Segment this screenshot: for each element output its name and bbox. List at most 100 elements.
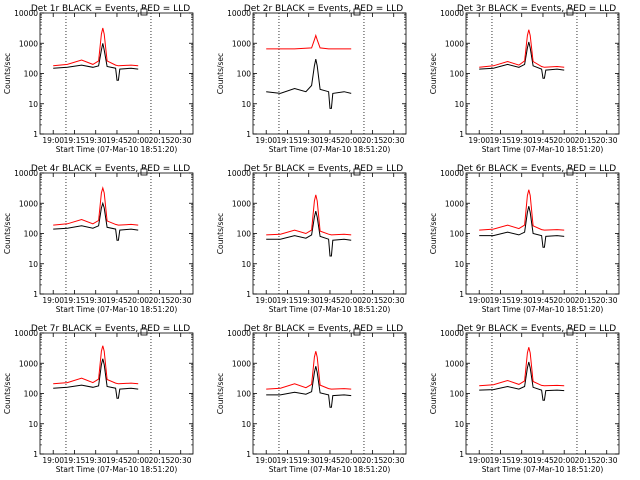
- y-axis-label: Counts/sec: [216, 373, 225, 414]
- series-line-events: [266, 366, 352, 408]
- y-axis-label: Counts/sec: [3, 213, 12, 254]
- y-tick-label: 100: [450, 70, 465, 79]
- series-line-events: [53, 358, 139, 399]
- series-line-lld: [53, 27, 139, 67]
- y-tick-label: 100: [24, 70, 39, 79]
- x-tick-label: 19:45: [319, 296, 341, 305]
- series-line-lld: [479, 347, 565, 387]
- x-tick-label: 19:15: [490, 136, 512, 145]
- series-line-events: [479, 206, 565, 248]
- title-marker-box: [353, 328, 361, 336]
- y-tick-label: 10000: [227, 329, 251, 338]
- y-tick-label: 10000: [440, 9, 464, 18]
- y-tick-label: 10: [28, 100, 38, 109]
- y-tick-label: 1: [246, 130, 251, 139]
- x-tick-label: 19:45: [532, 456, 554, 465]
- x-tick-label: 20:30: [596, 456, 618, 465]
- y-tick-label: 10000: [14, 329, 38, 338]
- y-tick-label: 1000: [445, 359, 464, 368]
- title-marker-box: [566, 328, 574, 336]
- title-marker-box: [353, 8, 361, 16]
- x-axis-label: Start Time (07-Mar-10 18:51:20): [269, 465, 391, 474]
- y-tick-label: 1000: [445, 39, 464, 48]
- x-axis-label: Start Time (07-Mar-10 18:51:20): [482, 305, 604, 314]
- panel-title: Det 6r BLACK = Events, RED = LLD: [457, 164, 616, 174]
- series-line-lld: [479, 29, 565, 68]
- plot-frame: [252, 172, 407, 295]
- series-line-events: [53, 201, 139, 241]
- x-tick-label: 19:30: [511, 296, 533, 305]
- title-marker-box: [140, 168, 148, 176]
- x-axis-label: Start Time (07-Mar-10 18:51:20): [56, 145, 178, 154]
- plot-frame: [252, 12, 407, 135]
- x-tick-label: 19:45: [532, 296, 554, 305]
- y-tick-label: 1: [459, 290, 464, 299]
- y-tick-label: 10: [241, 100, 251, 109]
- panel-title: Det 3r BLACK = Events, RED = LLD: [457, 4, 616, 14]
- x-tick-label: 19:30: [85, 456, 107, 465]
- plot-frame: [465, 172, 620, 295]
- x-tick-label: 20:30: [596, 136, 618, 145]
- x-axis-label: Start Time (07-Mar-10 18:51:20): [269, 305, 391, 314]
- title-marker-box: [566, 168, 574, 176]
- x-tick-label: 20:30: [170, 296, 192, 305]
- y-tick-label: 10000: [227, 9, 251, 18]
- y-tick-label: 1: [33, 450, 38, 459]
- x-tick-label: 20:00: [127, 456, 149, 465]
- x-tick-label: 20:15: [362, 296, 384, 305]
- y-tick-label: 10000: [227, 169, 251, 178]
- y-tick-label: 1000: [232, 39, 251, 48]
- y-tick-label: 10000: [14, 169, 38, 178]
- x-tick-label: 19:30: [511, 136, 533, 145]
- x-tick-label: 19:30: [85, 296, 107, 305]
- panel-title: Det 7r BLACK = Events, RED = LLD: [31, 324, 190, 334]
- x-axis-label: Start Time (07-Mar-10 18:51:20): [56, 305, 178, 314]
- y-axis-label: Counts/sec: [429, 53, 438, 94]
- x-tick-label: 19:15: [277, 136, 299, 145]
- y-tick-label: 10: [28, 420, 38, 429]
- y-tick-label: 1000: [232, 199, 251, 208]
- panel-title: Det 9r BLACK = Events, RED = LLD: [457, 324, 616, 334]
- x-tick-label: 19:00: [42, 456, 64, 465]
- x-axis-label: Start Time (07-Mar-10 18:51:20): [482, 145, 604, 154]
- x-tick-label: 19:15: [490, 296, 512, 305]
- x-tick-label: 19:15: [490, 456, 512, 465]
- y-axis-label: Counts/sec: [3, 53, 12, 94]
- y-tick-label: 10000: [440, 329, 464, 338]
- x-tick-label: 19:45: [532, 136, 554, 145]
- x-tick-label: 20:00: [553, 136, 575, 145]
- series-line-events: [266, 58, 352, 109]
- x-tick-label: 20:00: [340, 456, 362, 465]
- y-axis-label: Counts/sec: [429, 373, 438, 414]
- x-tick-label: 19:15: [277, 456, 299, 465]
- series-line-lld: [479, 189, 565, 231]
- y-tick-label: 1: [459, 450, 464, 459]
- title-marker-box: [566, 8, 574, 16]
- x-tick-label: 19:15: [277, 296, 299, 305]
- series-line-events: [266, 210, 352, 257]
- x-tick-label: 20:30: [383, 136, 405, 145]
- x-tick-label: 20:15: [149, 456, 171, 465]
- x-tick-label: 19:00: [42, 136, 64, 145]
- x-tick-label: 20:15: [149, 296, 171, 305]
- y-tick-label: 10000: [440, 169, 464, 178]
- x-tick-label: 19:30: [298, 296, 320, 305]
- y-tick-label: 100: [24, 390, 39, 399]
- x-tick-label: 20:00: [127, 296, 149, 305]
- plot-frame: [252, 332, 407, 455]
- y-tick-label: 10: [241, 260, 251, 269]
- x-axis-label: Start Time (07-Mar-10 18:51:20): [56, 465, 178, 474]
- y-tick-label: 1000: [19, 359, 38, 368]
- y-tick-label: 1: [246, 290, 251, 299]
- y-axis-label: Counts/sec: [216, 213, 225, 254]
- series-line-lld: [266, 194, 352, 236]
- series-line-lld: [53, 186, 139, 226]
- x-tick-label: 19:00: [468, 136, 490, 145]
- title-marker-box: [140, 328, 148, 336]
- title-marker-box: [353, 168, 361, 176]
